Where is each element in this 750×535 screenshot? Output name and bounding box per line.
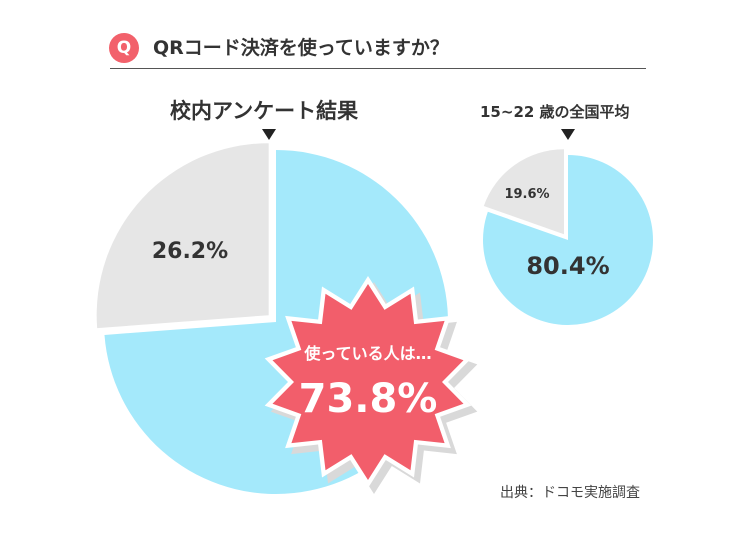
callout-text: 使っている人は… xyxy=(303,344,431,363)
national-pie-data-label-1: 19.6% xyxy=(504,187,549,202)
chart-title-school: 校内アンケート結果 xyxy=(170,99,359,123)
callout-value: 73.8% xyxy=(299,376,438,422)
question-title: QRコード決済を使っていますか？ xyxy=(153,37,449,59)
national-pie-slice-1 xyxy=(483,149,564,235)
question-badge: Q xyxy=(109,33,139,63)
national-pie-slice-0 xyxy=(482,155,653,325)
national-pie-data-label-0: 80.4% xyxy=(526,252,609,280)
school-pie-slice-1 xyxy=(96,143,269,329)
chart-title-national: 15~22 歳の全国平均 xyxy=(480,103,630,121)
callout-starburst xyxy=(272,284,464,480)
source-note: 出典：ドコモ実施調査 xyxy=(500,485,640,501)
title-divider xyxy=(110,68,646,69)
pointer-triangle-national xyxy=(561,129,575,140)
school-pie-data-label-1: 26.2% xyxy=(152,239,228,264)
pointer-triangle-school xyxy=(262,129,276,140)
